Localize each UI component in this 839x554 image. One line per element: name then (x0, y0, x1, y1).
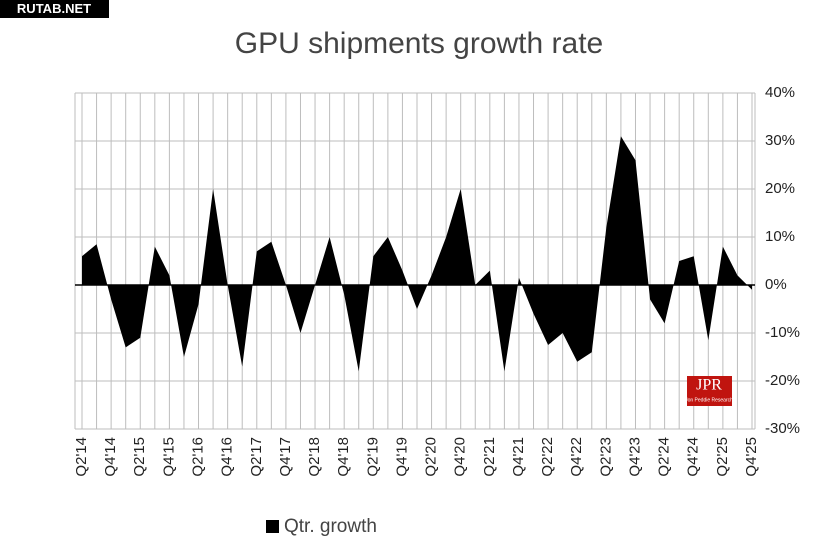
x-tick-label: Q2'16 (189, 437, 206, 477)
x-tick-label: Q2'18 (306, 437, 323, 477)
x-tick-label: Q4'25 (743, 437, 760, 477)
x-tick-label: Q4'19 (393, 437, 410, 477)
y-tick-label: 0% (765, 276, 787, 293)
x-tick-label: Q2'22 (539, 437, 556, 477)
x-tick-label: Q4'18 (335, 437, 352, 477)
logo-subtitle: Jon Peddie Research (685, 397, 733, 403)
x-tick-label: Q2'20 (423, 437, 440, 477)
x-tick-label: Q4'17 (277, 437, 294, 477)
legend-swatch (266, 520, 279, 533)
x-tick-label: Q4'20 (452, 437, 469, 477)
logo-title: JPR (696, 377, 722, 394)
chart-title: GPU shipments growth rate (235, 27, 603, 60)
area (82, 136, 752, 372)
logo-bg (687, 376, 732, 406)
x-tick-label: Q2'21 (481, 437, 498, 477)
legend-label: Qtr. growth (284, 516, 377, 537)
y-tick-label: 20% (765, 180, 795, 197)
x-tick-label: Q4'16 (219, 437, 236, 477)
x-tick-label: Q4'22 (568, 437, 585, 477)
y-tick-label: 40% (765, 84, 795, 101)
watermark: RUTAB.NET (17, 1, 91, 16)
x-tick-label: Q2'19 (364, 437, 381, 477)
x-tick-label: Q2'25 (714, 437, 731, 477)
x-tick-label: Q2'15 (131, 437, 148, 477)
x-tick-label: Q4'14 (102, 437, 119, 477)
x-tick-label: Q2'24 (656, 437, 673, 477)
x-tick-label: Q2'17 (248, 437, 265, 477)
x-tick-label: Q4'24 (685, 437, 702, 477)
x-tick-label: Q4'21 (510, 437, 527, 477)
y-tick-label: -20% (765, 372, 800, 389)
plot-area: -30% -20% -10% 0% 10% 20% 30% 40% Q2'14 Q4'14 Q2'1… (73, 84, 800, 477)
x-tick-label: Q2'23 (597, 437, 614, 477)
y-tick-label: 10% (765, 228, 795, 245)
x-tick-label: Q4'15 (160, 437, 177, 477)
y-tick-label: -30% (765, 420, 800, 437)
watermark-bg (0, 0, 109, 18)
y-tick-label: 30% (765, 132, 795, 149)
x-tick-label: Q2'14 (73, 437, 90, 477)
y-tick-label: -10% (765, 324, 800, 341)
x-tick-label: Q4'23 (626, 437, 643, 477)
